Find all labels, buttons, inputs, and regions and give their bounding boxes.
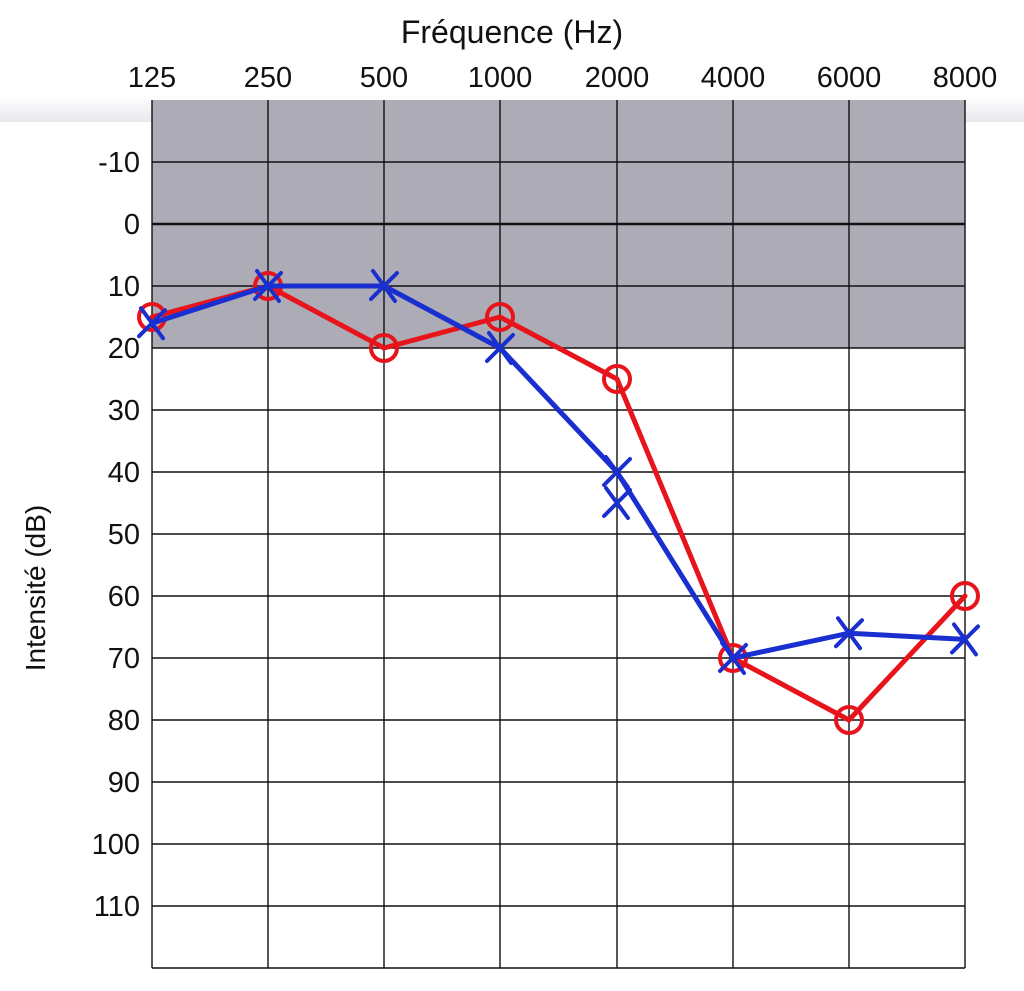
x-tick-label: 250 xyxy=(244,62,292,94)
series-circle xyxy=(137,271,980,735)
y-tick-label: 80 xyxy=(108,705,140,737)
series-line-circle xyxy=(149,283,968,723)
x-tick-label: 500 xyxy=(360,62,408,94)
y-tick-label: 90 xyxy=(108,767,140,799)
circle-marker xyxy=(950,581,980,611)
y-tick-label: 100 xyxy=(92,829,140,861)
cross-marker xyxy=(485,331,515,365)
cross-marker xyxy=(137,306,167,341)
cross-marker xyxy=(369,269,399,303)
cross-marker xyxy=(950,622,980,657)
y-tick-label: 10 xyxy=(108,271,140,303)
x-tick-label: 6000 xyxy=(817,62,882,94)
x-tick-label: 8000 xyxy=(933,62,998,94)
circle-marker xyxy=(718,643,748,673)
extra-point xyxy=(602,486,632,520)
circle-marker xyxy=(485,302,515,332)
cross-marker xyxy=(602,486,632,520)
y-tick-label: 60 xyxy=(108,581,140,613)
chart-title: Fréquence (Hz) xyxy=(400,14,624,50)
circle-marker xyxy=(369,333,399,363)
y-tick-label: 0 xyxy=(124,209,140,241)
series-cross xyxy=(137,269,980,675)
x-tick-label: 125 xyxy=(128,62,176,94)
cross-marker xyxy=(602,455,632,489)
y-tick-label: 50 xyxy=(108,519,140,551)
circle-marker xyxy=(602,364,632,394)
x-tick-label: 2000 xyxy=(585,62,650,94)
y-tick-label: 40 xyxy=(108,457,140,489)
series-line-cross xyxy=(149,283,968,661)
y-tick-label: 110 xyxy=(94,891,140,923)
circle-marker xyxy=(834,705,864,735)
cross-marker xyxy=(834,616,864,651)
cross-marker xyxy=(718,641,748,675)
y-tick-label: 20 xyxy=(108,333,140,365)
x-tick-label: 1000 xyxy=(468,62,533,94)
y-tick-label: 70 xyxy=(108,643,140,675)
cross-marker xyxy=(253,269,283,303)
y-tick-label: 30 xyxy=(108,395,140,427)
y-tick-label: -10 xyxy=(98,147,140,179)
x-tick-label: 4000 xyxy=(701,62,766,94)
